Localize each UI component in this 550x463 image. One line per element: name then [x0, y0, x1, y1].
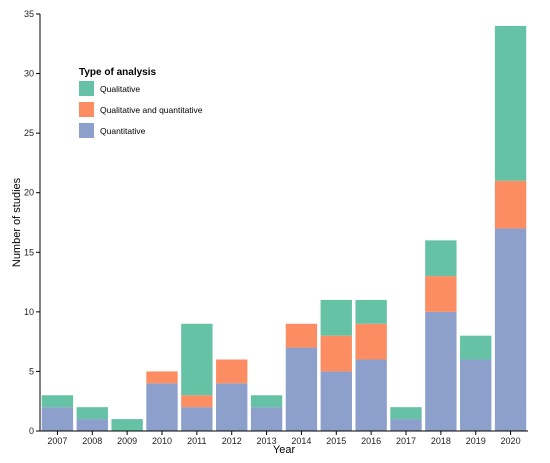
x-tick-label: 2017	[396, 436, 416, 446]
bar-2019-qualitative	[460, 335, 492, 360]
legend-key-qualitative-and-quantitative	[79, 102, 94, 117]
y-tick-label: 35	[24, 9, 34, 19]
bar-2015-qualitative	[320, 299, 352, 336]
bar-2013-qualitative	[250, 395, 283, 408]
bar-2015-qualitative-and-quantitative	[320, 335, 352, 372]
bar-2007-qualitative	[41, 395, 74, 408]
x-tick-label: 2013	[257, 436, 277, 446]
x-axis-ticks: 2007 2008 2009 2010 2011 2012 2013 2014 2015 2016…	[47, 431, 521, 446]
bar-2013-quantitative	[250, 407, 283, 431]
x-tick-label: 2016	[361, 436, 381, 446]
bar-2016-qualitative-and-quantitative	[355, 323, 387, 360]
bar-2018-qualitative-and-quantitative	[425, 276, 457, 312]
bar-2019-quantitative	[460, 359, 492, 431]
bar-2009-qualitative	[111, 419, 143, 431]
legend-label-qualitative: Qualitative	[100, 84, 140, 94]
bar-2014-qualitative-and-quantitative	[285, 323, 318, 348]
bar-2020-qualitative-and-quantitative	[494, 180, 527, 229]
x-tick-label: 2009	[117, 436, 137, 446]
legend-title: Type of analysis	[79, 67, 157, 78]
bar-2016-quantitative	[355, 359, 387, 431]
y-axis-title: Number of studies	[11, 177, 23, 267]
bar-2012-quantitative	[216, 383, 248, 431]
y-tick-label: 30	[24, 69, 34, 79]
bar-2015-quantitative	[320, 371, 352, 431]
bar-2020-quantitative	[494, 228, 527, 431]
y-tick-label: 25	[24, 128, 34, 138]
bar-2014-quantitative	[285, 347, 318, 431]
y-axis-ticks: 0 5 10 15 20 25 30 35	[24, 9, 40, 436]
bars-layer	[41, 25, 527, 431]
x-tick-label: 2018	[431, 436, 451, 446]
bar-2018-qualitative	[425, 240, 457, 277]
x-tick-label: 2007	[47, 436, 67, 446]
bar-2007-quantitative	[41, 407, 74, 431]
bar-2008-quantitative	[76, 419, 108, 431]
x-tick-label: 2012	[222, 436, 242, 446]
bar-2010-quantitative	[146, 383, 178, 431]
y-tick-label: 5	[29, 366, 34, 376]
y-tick-label: 20	[24, 188, 34, 198]
y-tick-label: 10	[24, 307, 34, 317]
x-tick-label: 2020	[501, 436, 521, 446]
x-axis-title: Year	[273, 444, 296, 456]
y-tick-label: 15	[24, 247, 34, 257]
x-tick-label: 2008	[82, 436, 102, 446]
y-tick-label: 0	[29, 426, 34, 436]
x-tick-label: 2014	[291, 436, 311, 446]
x-tick-label: 2011	[187, 436, 206, 446]
bar-2017-qualitative	[390, 407, 422, 420]
bar-2011-quantitative	[181, 407, 213, 431]
bar-2008-qualitative	[76, 407, 108, 420]
legend: Type of analysis Qualitative Qualitative …	[79, 67, 203, 138]
x-tick-label: 2015	[326, 436, 346, 446]
legend-label-quantitative: Quantitative	[100, 126, 146, 136]
x-tick-label: 2019	[466, 436, 486, 446]
legend-key-quantitative	[79, 123, 94, 138]
bar-2020-qualitative	[494, 25, 527, 181]
bar-2011-qualitative-and-quantitative	[181, 395, 213, 408]
bar-2017-quantitative	[390, 419, 422, 431]
legend-label-qualitative-and-quantitative: Qualitative and quantitative	[100, 105, 203, 115]
bar-2012-qualitative-and-quantitative	[216, 359, 248, 384]
bar-2011-qualitative	[181, 323, 213, 396]
x-tick-label: 2010	[152, 436, 172, 446]
bar-2018-quantitative	[425, 311, 457, 431]
bar-2016-qualitative	[355, 299, 387, 324]
legend-key-qualitative	[79, 81, 94, 96]
bar-2010-qualitative-and-quantitative	[146, 371, 178, 384]
